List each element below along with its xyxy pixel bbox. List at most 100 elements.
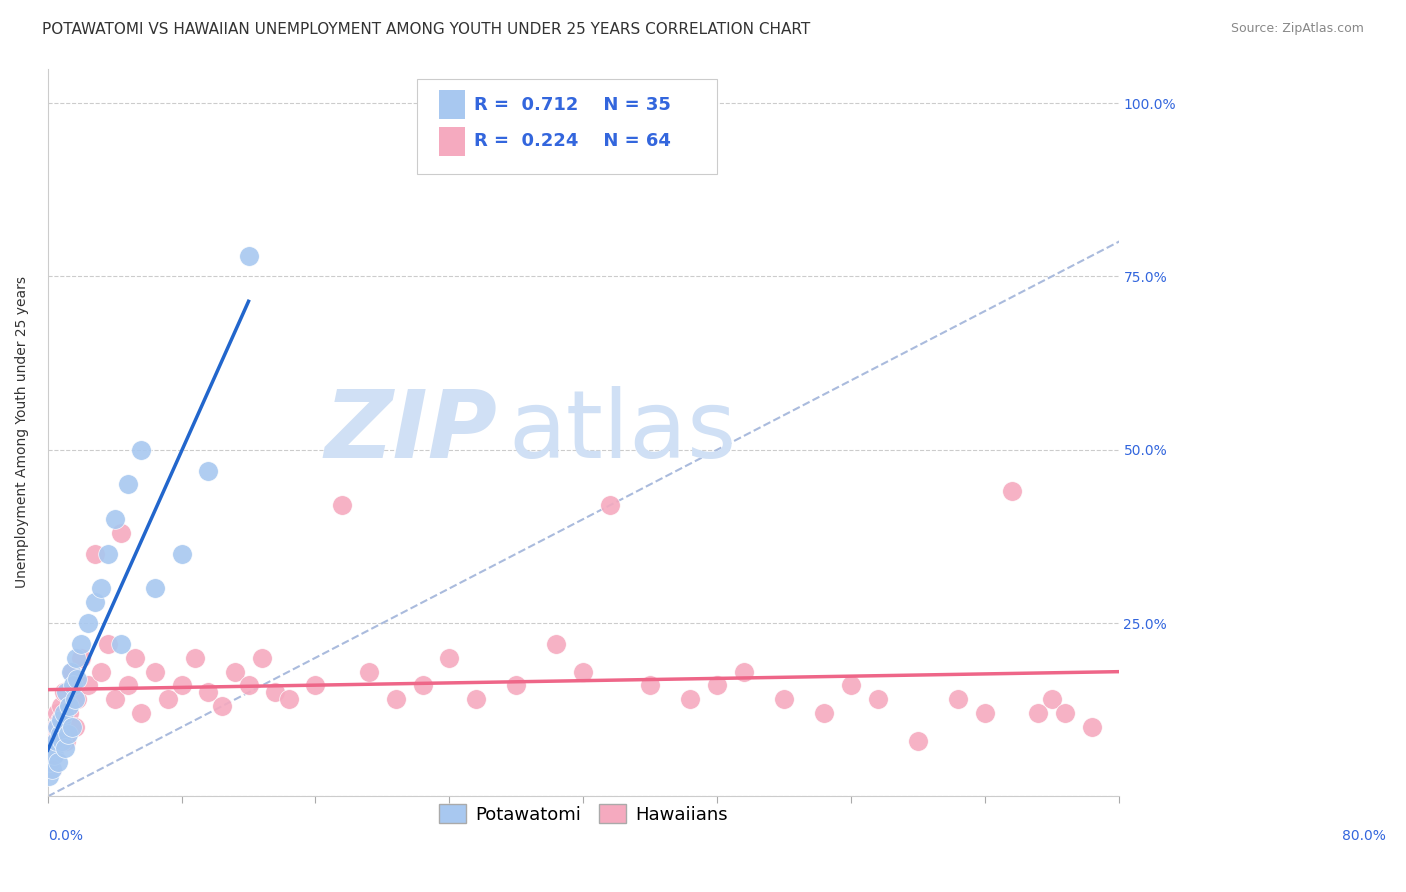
Point xyxy=(90,665,112,679)
Text: 0.0%: 0.0% xyxy=(48,830,83,843)
Point xyxy=(49,727,72,741)
Point xyxy=(599,498,621,512)
Point xyxy=(70,637,93,651)
Point xyxy=(46,706,69,721)
Point xyxy=(224,665,246,679)
Point xyxy=(62,678,84,692)
Point xyxy=(48,727,70,741)
Point xyxy=(238,249,260,263)
Point xyxy=(49,699,72,714)
Point xyxy=(197,464,219,478)
Point xyxy=(412,678,434,692)
Point xyxy=(1054,706,1077,721)
Bar xyxy=(439,90,465,120)
Point xyxy=(41,762,63,776)
Point xyxy=(46,720,69,734)
Point xyxy=(973,706,995,721)
Point xyxy=(131,706,153,721)
Point xyxy=(1000,484,1022,499)
Point xyxy=(170,547,193,561)
Point xyxy=(384,692,406,706)
Point xyxy=(97,637,120,651)
Point xyxy=(60,665,83,679)
Point xyxy=(238,678,260,692)
Point xyxy=(49,713,72,727)
Point xyxy=(946,692,969,706)
Text: R =  0.224    N = 64: R = 0.224 N = 64 xyxy=(474,132,671,151)
Text: POTAWATOMI VS HAWAIIAN UNEMPLOYMENT AMONG YOUTH UNDER 25 YEARS CORRELATION CHART: POTAWATOMI VS HAWAIIAN UNEMPLOYMENT AMON… xyxy=(42,22,810,37)
Point xyxy=(170,678,193,692)
Point xyxy=(211,699,233,714)
Point xyxy=(63,692,86,706)
Point xyxy=(866,692,889,706)
Point xyxy=(733,665,755,679)
Point xyxy=(264,685,287,699)
Point xyxy=(52,685,75,699)
Point xyxy=(58,699,80,714)
Text: R =  0.712    N = 35: R = 0.712 N = 35 xyxy=(474,96,671,114)
Point xyxy=(505,678,527,692)
Point xyxy=(38,769,60,783)
Point xyxy=(39,740,62,755)
Point xyxy=(546,637,568,651)
Point xyxy=(83,547,105,561)
Point xyxy=(773,692,796,706)
Point xyxy=(157,692,180,706)
Point xyxy=(77,678,100,692)
Point xyxy=(49,713,72,727)
Point xyxy=(250,650,273,665)
Point xyxy=(839,678,862,692)
Point xyxy=(41,762,63,776)
Point xyxy=(63,720,86,734)
Point xyxy=(83,595,105,609)
Point xyxy=(143,665,166,679)
Point xyxy=(117,477,139,491)
Point xyxy=(39,755,62,769)
Point xyxy=(124,650,146,665)
Point xyxy=(197,685,219,699)
Point xyxy=(572,665,595,679)
Bar xyxy=(439,127,465,156)
Point xyxy=(104,512,127,526)
Point xyxy=(97,547,120,561)
Point xyxy=(90,582,112,596)
Point xyxy=(65,650,87,665)
Point xyxy=(42,740,65,755)
Point xyxy=(58,706,80,721)
Point xyxy=(59,665,82,679)
Point xyxy=(66,672,89,686)
Text: 80.0%: 80.0% xyxy=(1343,830,1386,843)
Legend: Potawatomi, Hawaiians: Potawatomi, Hawaiians xyxy=(432,797,735,831)
Point xyxy=(51,734,73,748)
Text: ZIP: ZIP xyxy=(325,386,498,478)
Point xyxy=(706,678,728,692)
Point xyxy=(104,692,127,706)
Point xyxy=(679,692,702,706)
Point xyxy=(439,650,461,665)
Point xyxy=(52,706,75,721)
Point xyxy=(117,678,139,692)
Point xyxy=(55,734,77,748)
Point xyxy=(1040,692,1063,706)
Point xyxy=(110,526,132,541)
Y-axis label: Unemployment Among Youth under 25 years: Unemployment Among Youth under 25 years xyxy=(15,277,30,589)
Text: Source: ZipAtlas.com: Source: ZipAtlas.com xyxy=(1230,22,1364,36)
Point xyxy=(45,734,67,748)
Point xyxy=(44,747,66,762)
FancyBboxPatch shape xyxy=(418,79,717,174)
Point xyxy=(38,755,60,769)
Point xyxy=(304,678,326,692)
Point xyxy=(907,734,929,748)
Point xyxy=(42,734,65,748)
Point xyxy=(357,665,380,679)
Point xyxy=(56,727,79,741)
Point xyxy=(77,616,100,631)
Point xyxy=(44,747,66,762)
Point xyxy=(184,650,207,665)
Point xyxy=(465,692,488,706)
Text: atlas: atlas xyxy=(508,386,737,478)
Point xyxy=(60,720,83,734)
Point xyxy=(110,637,132,651)
Point xyxy=(1026,706,1049,721)
Point xyxy=(66,692,89,706)
